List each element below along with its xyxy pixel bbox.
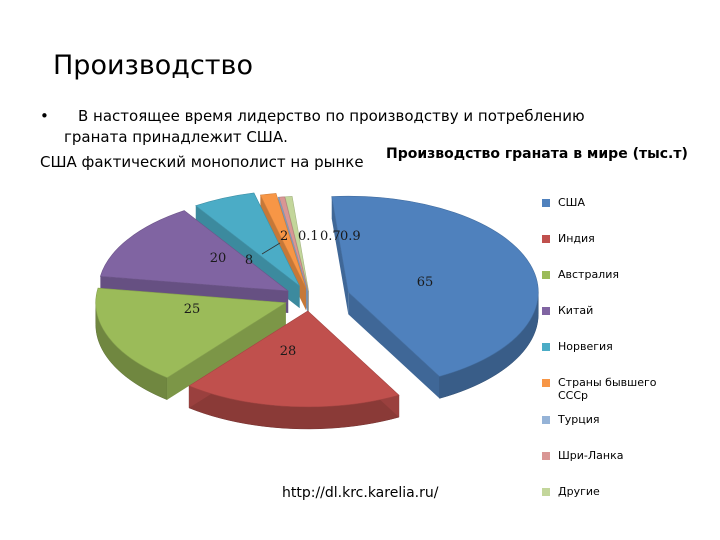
legend-label: Другие [558, 485, 600, 498]
bullet-text: В настоящее время лидерство по производс… [64, 107, 585, 146]
pie-slice-top-3 [99, 210, 290, 292]
legend-item: Страны бывшего СССр [542, 376, 712, 402]
legend-swatch [542, 343, 550, 351]
pie-slice-1 [188, 310, 400, 430]
legend-item: Китай [542, 304, 712, 317]
source-link[interactable]: http://dl.krc.karelia.ru/ [282, 485, 439, 501]
chart-legend: США Индия Австралия Китай Норвегия Страны быв… [542, 196, 712, 521]
legend-label: Шри-Ланка [558, 449, 624, 462]
legend-swatch [542, 307, 550, 315]
bullet-marker: • [40, 107, 49, 125]
legend-item: Австралия [542, 268, 712, 281]
value-label-5: 2 [280, 229, 288, 244]
pie-slice-2 [95, 287, 287, 401]
value-label-2: 25 [184, 302, 201, 317]
value-label-1: 28 [280, 344, 297, 359]
legend-label: Турция [558, 413, 600, 426]
pie-slice-top-6 [277, 196, 309, 293]
pie-slice-edge-0 [331, 196, 349, 315]
value-label-7: 0.7 [320, 229, 341, 244]
value-label-8: 0.9 [340, 229, 361, 244]
pie-slice-top-8 [284, 196, 310, 293]
legend-label: Норвегия [558, 340, 613, 353]
legend-item: Норвегия [542, 340, 712, 353]
legend-label: Китай [558, 304, 594, 317]
pie-slice-edge-0 [348, 292, 440, 399]
pie-slice-0 [331, 195, 539, 399]
value-label-4: 8 [245, 253, 253, 268]
legend-swatch [542, 488, 550, 496]
legend-item: Турция [542, 413, 712, 426]
value-label-0: 65 [417, 275, 434, 290]
legend-swatch [542, 416, 550, 424]
legend-item: Индия [542, 232, 712, 245]
legend-item: Шри-Ланка [542, 449, 712, 462]
value-label-3: 20 [210, 251, 227, 266]
chart-title: Производство граната в мире (тыс.т) [386, 146, 688, 162]
pie-slice-top-4 [195, 192, 300, 287]
legend-swatch [542, 379, 550, 387]
legend-label: Страны бывшего СССр [558, 376, 657, 402]
pie-slice-edge-2 [167, 302, 286, 400]
pie-slice-top-1 [188, 310, 400, 408]
value-label-6: 0.1 [298, 229, 319, 244]
legend-swatch [542, 271, 550, 279]
label-leader-line [261, 242, 281, 255]
legend-label: Индия [558, 232, 595, 245]
bullet-point: • В настоящее время лидерство по произво… [40, 106, 650, 148]
pie-slice-top-0 [331, 195, 539, 377]
legend-swatch [542, 199, 550, 207]
slide-subtitle: США фактический монополист на рынке [40, 153, 364, 171]
legend-swatch [542, 235, 550, 243]
pie-slice-top-2 [95, 287, 287, 379]
pie-value-labels: 65 28 25 20 8 2 0.1 0.7 0.9 [184, 229, 434, 359]
legend-item: Другие [542, 485, 712, 498]
legend-label: Австралия [558, 268, 619, 281]
legend-label: США [558, 196, 585, 209]
legend-swatch [542, 452, 550, 460]
pie-slice-top-5 [259, 193, 307, 289]
slide-title: Производство [53, 50, 253, 81]
legend-item: США [542, 196, 712, 209]
